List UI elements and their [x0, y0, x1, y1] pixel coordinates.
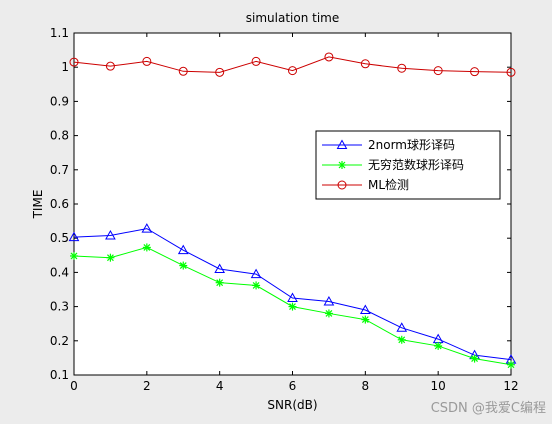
data-point — [324, 52, 334, 62]
legend-label: 2norm球形译码 — [368, 138, 455, 152]
legend-marker — [338, 161, 346, 169]
data-point — [507, 360, 515, 369]
series-layer — [68, 52, 517, 369]
series-2 — [69, 52, 516, 77]
data-point — [70, 251, 78, 260]
data-point — [179, 261, 188, 270]
y-tick-label: 0.3 — [50, 300, 69, 314]
x-tick-label: 4 — [216, 379, 224, 393]
data-point — [251, 56, 261, 66]
data-point — [141, 223, 153, 233]
y-tick-label: 0.4 — [50, 265, 69, 279]
data-point — [324, 309, 333, 318]
data-point — [323, 295, 335, 306]
x-tick-label: 10 — [431, 379, 446, 393]
y-tick-label: 0.7 — [50, 163, 69, 177]
watermark: CSDN @我爱C编程 — [430, 401, 546, 416]
data-point — [288, 302, 297, 311]
y-axis-label: TIME — [31, 190, 45, 220]
data-point — [360, 59, 370, 69]
data-point — [177, 244, 189, 255]
data-point — [396, 322, 408, 332]
data-point — [470, 67, 480, 77]
data-point — [434, 341, 443, 350]
y-tick-label: 0.1 — [50, 368, 69, 382]
data-point — [142, 243, 151, 252]
data-point — [433, 66, 443, 76]
x-axis-label: SNR(dB) — [267, 398, 317, 412]
y-tick-label: 0.5 — [50, 231, 69, 245]
axis-ticks: 0 2 4 6 8 10 12 0.1 0.2 0.3 0.4 0.5 0.6 0.7 0.8 0.9 1 1.1 — [50, 26, 519, 393]
y-tick-label: 0.9 — [50, 94, 69, 108]
y-tick-label: 1 — [61, 60, 69, 74]
legend-marker — [336, 139, 348, 149]
data-point — [142, 56, 152, 66]
data-point — [215, 278, 224, 287]
x-tick-label: 6 — [289, 379, 297, 393]
legend-label: ML检测 — [368, 177, 409, 192]
data-point — [506, 67, 516, 77]
y-tick-label: 0.6 — [50, 197, 69, 211]
legend-item: 无穷范数球形译码 — [322, 157, 464, 172]
x-tick-label: 0 — [70, 379, 78, 393]
data-point — [105, 61, 115, 71]
series-line — [73, 56, 512, 73]
y-tick-label: 0.2 — [50, 334, 69, 348]
data-point — [215, 67, 225, 77]
data-point — [288, 66, 297, 76]
data-point — [252, 281, 261, 290]
x-tick-label: 8 — [362, 379, 370, 393]
data-point — [397, 63, 407, 73]
chart-title: simulation time — [246, 11, 339, 25]
data-point — [178, 66, 188, 76]
series-0 — [68, 223, 517, 364]
data-point — [361, 315, 370, 324]
data-point — [214, 263, 226, 273]
data-point — [287, 292, 298, 303]
x-tick-label: 2 — [143, 379, 151, 393]
plot-area — [73, 32, 512, 376]
series-line — [73, 228, 512, 361]
legend-label: 无穷范数球形译码 — [368, 157, 464, 172]
data-point — [397, 335, 406, 344]
data-point — [106, 253, 115, 262]
y-tick-label: 1.1 — [50, 26, 69, 40]
legend-marker — [337, 180, 347, 190]
data-point — [250, 268, 262, 279]
data-point — [359, 304, 371, 315]
legend-item: 2norm球形译码 — [322, 138, 455, 152]
data-point — [470, 354, 479, 363]
x-tick-label: 12 — [503, 379, 518, 393]
legend-item: ML检测 — [322, 177, 409, 192]
y-tick-label: 0.8 — [50, 129, 69, 143]
data-point — [105, 229, 116, 240]
data-point — [69, 57, 79, 67]
data-point — [68, 231, 80, 242]
series-1 — [70, 243, 515, 369]
